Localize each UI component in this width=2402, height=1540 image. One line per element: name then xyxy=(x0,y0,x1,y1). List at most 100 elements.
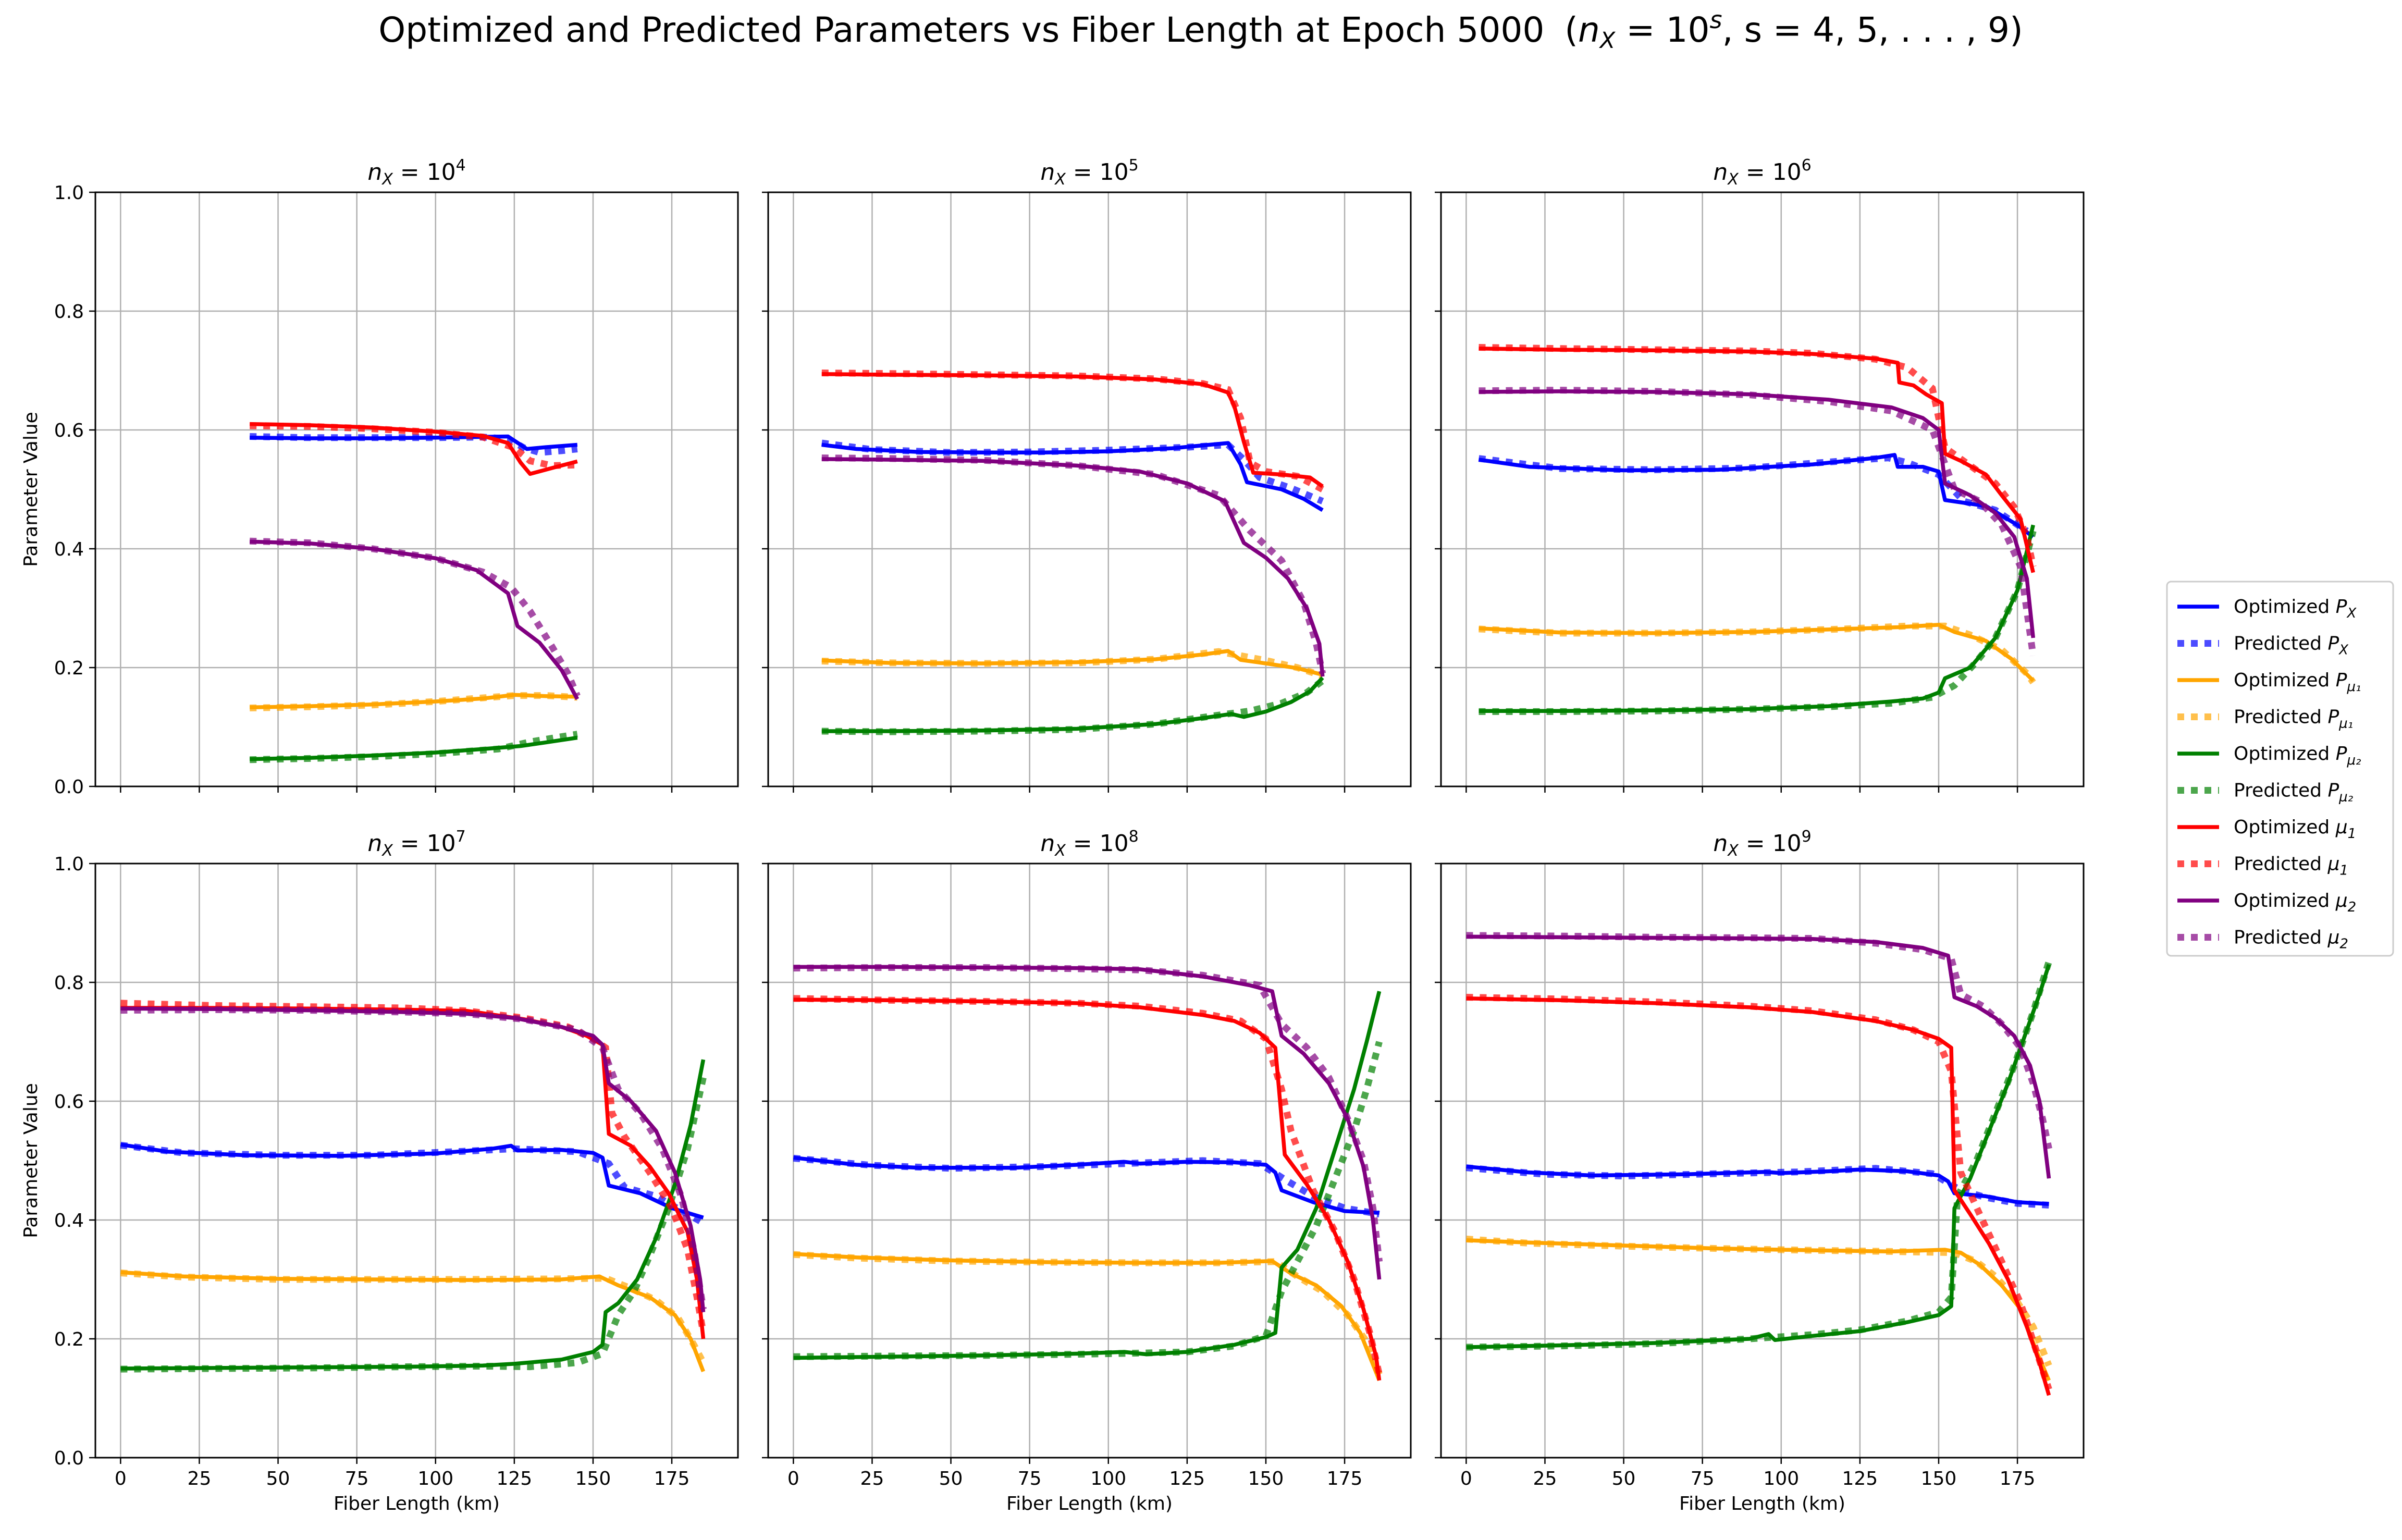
y-axis-label: Parameter Value xyxy=(20,412,42,567)
x-tick-label: 100 xyxy=(417,1468,453,1489)
legend-label: Predicted μ1 xyxy=(2234,854,2348,879)
axes-frame xyxy=(94,191,739,787)
legend-item-opt-mu1: Optimized μ1 xyxy=(2177,817,2356,842)
predicted-PX-line xyxy=(120,1141,705,1226)
figure-title: Optimized and Predicted Parameters vs Fi… xyxy=(378,6,2023,54)
predicted-mu1-line xyxy=(821,369,1324,492)
series-group xyxy=(821,369,1326,735)
predicted-PX-line xyxy=(1465,1164,2049,1209)
predicted-mu2-line xyxy=(1466,932,2052,1150)
legend-label: Predicted Pμ₂ xyxy=(2234,780,2353,805)
x-tick-label: 25 xyxy=(860,1468,884,1489)
figure-title-eq: = 10 xyxy=(1615,10,1709,50)
optimized-Pmu2-line xyxy=(821,676,1324,733)
legend-label: Optimized μ1 xyxy=(2234,817,2356,842)
axes-frame xyxy=(767,863,1412,1459)
predicted-mu1-line xyxy=(1479,344,2037,568)
optimized-Pmu2-line xyxy=(1466,964,2051,1349)
legend-label: Predicted PX xyxy=(2234,633,2349,658)
panels: 0.0 0.2 0.4 0.6 0.8 1.0 Parameter Value nX = 10… xyxy=(20,156,2085,1514)
figure-title-rest: , s = 4, 5, . . . , 9) xyxy=(1722,10,2023,50)
optimized-mu2-line xyxy=(1466,934,2051,1179)
predicted-PX-line xyxy=(821,439,1324,504)
x-tick-label: 0 xyxy=(1460,1468,1472,1489)
subplot-title: nX = 104 xyxy=(367,156,465,189)
x-axis-label: Fiber Length (km) xyxy=(334,1493,500,1514)
x-tick-label: 125 xyxy=(497,1468,533,1489)
x-tick-label: 125 xyxy=(1169,1468,1205,1489)
predicted-Pmu1-line xyxy=(1479,622,2036,685)
legend: Optimized PX Predicted PX Optimized Pμ₁ Pre… xyxy=(2166,581,2394,957)
y-tick-label: 0.2 xyxy=(54,658,84,679)
subplot-6: 0 25 50 75 100 125 150 175 Fiber Length (km) nX =… xyxy=(1435,828,2085,1514)
x-axis-label: Fiber Length (km) xyxy=(1006,1493,1173,1514)
grid xyxy=(1441,863,2084,1459)
y-tick-label: 0.0 xyxy=(54,777,84,798)
x-tick-label: 150 xyxy=(1248,1468,1284,1489)
x-tick-label: 150 xyxy=(1921,1468,1957,1489)
predicted-Pmu1-line xyxy=(821,648,1324,680)
predicted-mu1-line xyxy=(793,995,1383,1375)
x-tick-label: 175 xyxy=(654,1468,690,1489)
optimized-mu2-line xyxy=(250,539,580,700)
y-tick-label: 0.6 xyxy=(54,1091,84,1113)
predicted-Pmu2-line xyxy=(250,731,578,763)
x-tick-label: 125 xyxy=(1842,1468,1878,1489)
optimized-mu1-line xyxy=(793,997,1382,1381)
x-tick-label: 50 xyxy=(939,1468,963,1489)
optimized-Pmu1-line xyxy=(1466,1238,2051,1382)
grid xyxy=(1441,191,2084,787)
y-tick-label: 0.2 xyxy=(54,1329,84,1350)
predicted-mu1-line xyxy=(250,422,577,469)
axes-frame xyxy=(767,191,1412,787)
figure-title-X: X xyxy=(1599,28,1616,54)
legend-item-pred-Pmu1: Predicted Pμ₁ xyxy=(2177,707,2353,732)
x-tick-label: 50 xyxy=(1612,1468,1636,1489)
y-tick-label: 0.8 xyxy=(54,301,84,323)
legend-item-opt-mu2: Optimized μ2 xyxy=(2177,890,2356,915)
predicted-Pmu1-line xyxy=(793,1251,1383,1376)
legend-box xyxy=(2166,581,2394,957)
subplot-title: nX = 107 xyxy=(367,828,465,860)
predicted-Pmu2-line xyxy=(1466,960,2052,1351)
legend-label: Optimized Pμ₂ xyxy=(2234,743,2361,768)
figure-title-text: Optimized and Predicted Parameters vs Fi… xyxy=(378,10,1544,50)
predicted-Pmu2-line xyxy=(1479,530,2037,715)
predicted-mu2-line xyxy=(793,964,1383,1262)
optimized-Pmu2-line xyxy=(1479,524,2035,713)
x-tick-label: 75 xyxy=(345,1468,369,1489)
optimized-mu2-line xyxy=(821,457,1325,677)
legend-item-opt-PX: Optimized PX xyxy=(2177,596,2357,621)
legend-item-pred-Pmu2: Predicted Pμ₂ xyxy=(2177,780,2353,805)
x-tick-label: 0 xyxy=(787,1468,799,1489)
legend-label: Optimized μ2 xyxy=(2234,890,2356,915)
optimized-mu2-line xyxy=(793,965,1382,1280)
legend-item-pred-PX: Predicted PX xyxy=(2177,633,2349,658)
x-tick-label: 50 xyxy=(266,1468,290,1489)
series-group xyxy=(1465,932,2052,1396)
y-tick-label: 0.4 xyxy=(54,539,84,560)
y-tick-label: 0.0 xyxy=(54,1448,84,1469)
series-group xyxy=(1478,344,2037,715)
legend-item-pred-mu2: Predicted μ2 xyxy=(2177,927,2348,952)
predicted-mu1-line xyxy=(1466,994,2052,1390)
predicted-Pmu2-line xyxy=(120,1076,707,1373)
x-tick-label: 0 xyxy=(115,1468,127,1489)
x-tick-label: 75 xyxy=(1018,1468,1042,1489)
subplot-title: nX = 108 xyxy=(1040,828,1138,860)
predicted-mu2-line xyxy=(1479,387,2037,657)
y-axis-label: Parameter Value xyxy=(20,1083,42,1238)
predicted-mu1-line xyxy=(120,1000,707,1334)
predicted-PX-line xyxy=(793,1154,1380,1218)
x-axis-label: Fiber Length (km) xyxy=(1679,1493,1845,1514)
predicted-Pmu2-line xyxy=(821,677,1325,735)
series-group xyxy=(250,422,581,763)
legend-label: Predicted Pμ₁ xyxy=(2234,707,2353,732)
legend-item-opt-Pmu1: Optimized Pμ₁ xyxy=(2177,670,2361,695)
legend-item-pred-mu1: Predicted μ1 xyxy=(2177,854,2348,879)
legend-item-opt-Pmu2: Optimized Pμ₂ xyxy=(2177,743,2361,768)
predicted-mu2-line xyxy=(250,537,581,698)
predicted-Pmu1-line xyxy=(120,1270,707,1364)
predicted-Pmu2-line xyxy=(793,1041,1383,1360)
grid xyxy=(768,191,1411,787)
